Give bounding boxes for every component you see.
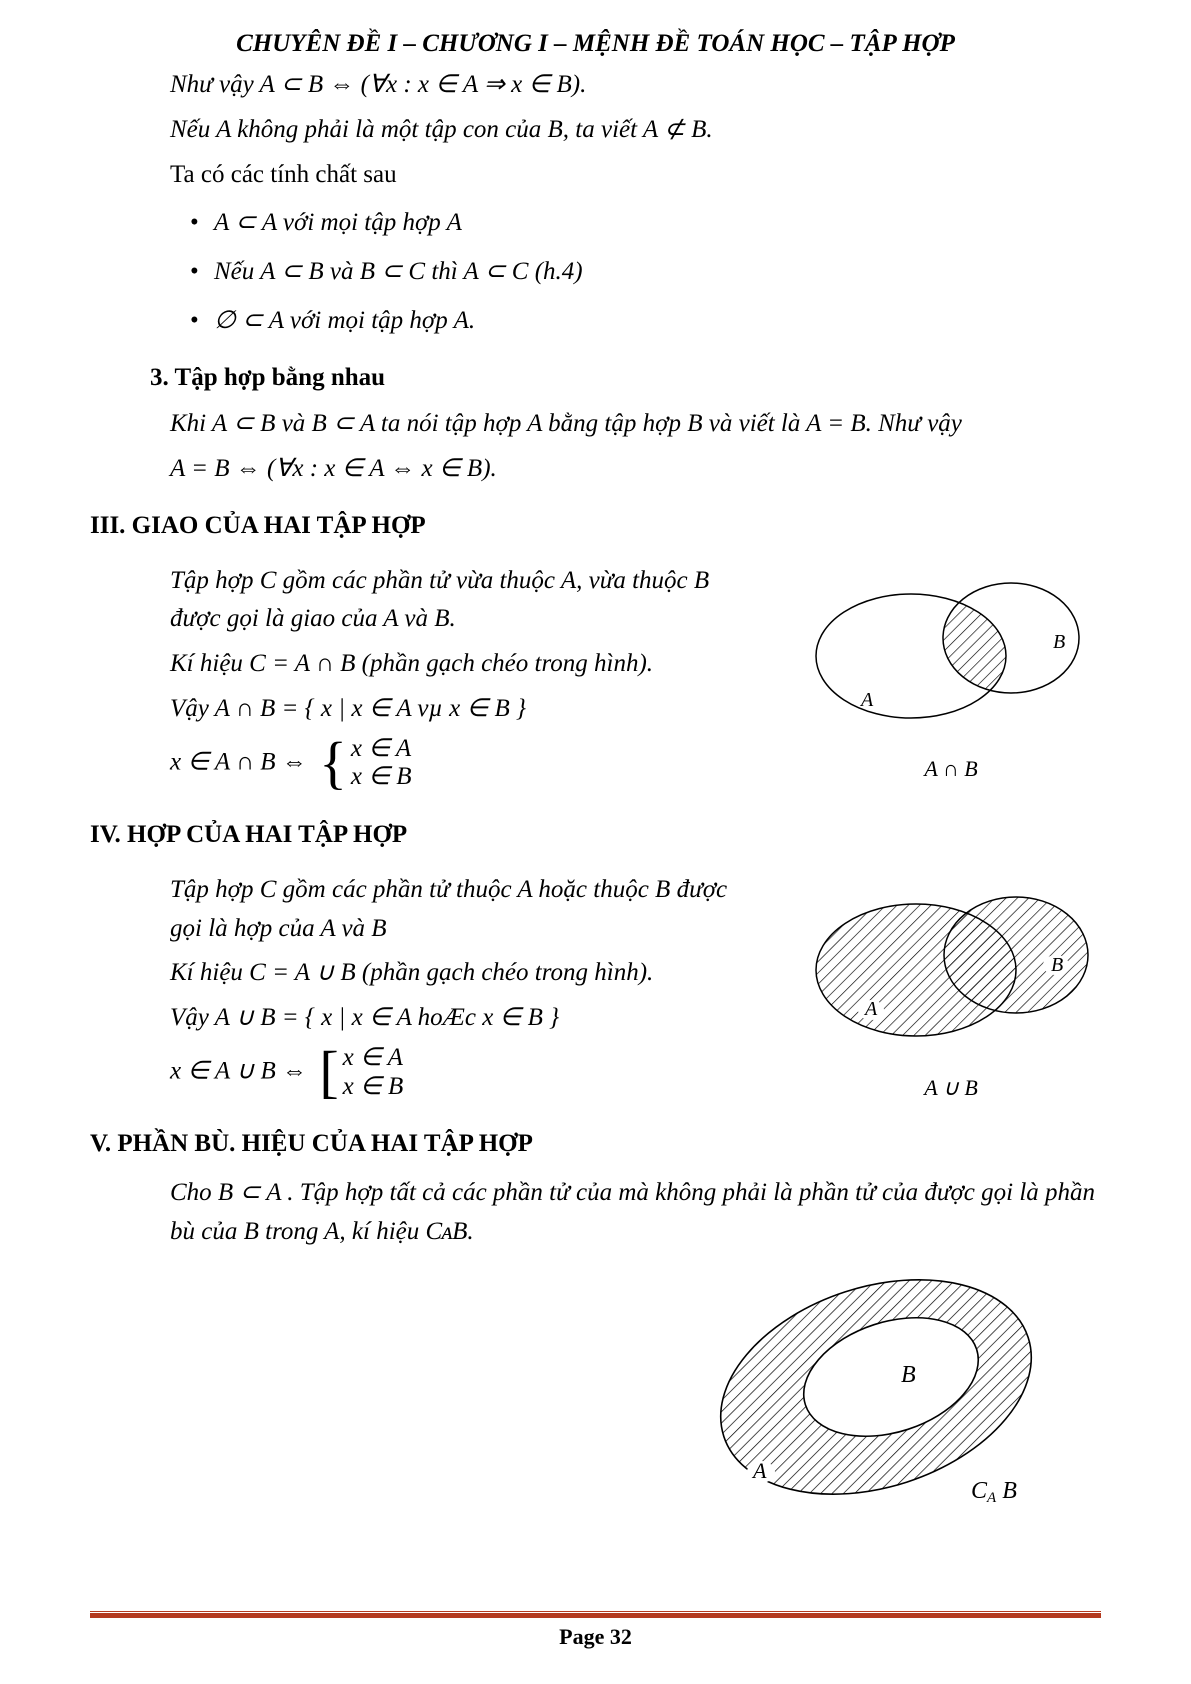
text: Nếu A ⊂ B và B ⊂ C thì A ⊂ C (h.4) — [214, 258, 583, 285]
para-equal-2: A = B ⇔ (∀x : x ∈ A ⇔ x ∈ B). — [170, 450, 1101, 489]
document-body: Như vậy A ⊂ B ⇔ (∀x : x ∈ A ⇒ x ∈ B). Nế… — [90, 66, 1101, 1522]
para-not-subset: Nếu A không phải là một tập con của B, t… — [170, 111, 1101, 150]
para-union-3: Vậy A ∪ B = { x | x ∈ A hoÆc x ∈ B } — [170, 999, 761, 1038]
para-properties-intro: Ta có các tính chất sau — [170, 156, 1101, 195]
lhs: x ∈ A ∩ B ⇔ — [170, 748, 307, 775]
page-header: CHUYÊN ĐỀ I – CHƯƠNG I – MỆNH ĐỀ TOÁN HỌ… — [90, 30, 1101, 58]
para-inter-3: Vậy A ∩ B = { x | x ∈ A vµ x ∈ B } — [170, 690, 761, 729]
label-B: B — [1053, 631, 1065, 653]
line: x ∈ B — [343, 1073, 404, 1102]
label-B: B — [901, 1362, 916, 1388]
text: Kí hiệu C = A ∩ B (phần gạch chéo trong … — [170, 650, 653, 677]
text: ∅ ⊂ A với mọi tập hợp A. — [214, 307, 475, 334]
text: Nếu A không phải là một tập con của B, t… — [170, 116, 713, 143]
list-item: ∅ ⊂ A với mọi tập hợp A. — [190, 302, 1101, 341]
caption-intersection: A ∩ B — [801, 752, 1101, 786]
label-CAB: CA B — [971, 1478, 1017, 1506]
list-item: A ⊂ A với mọi tập hợp A — [190, 204, 1101, 243]
text: Tập hợp C gồm các phần tử thuộc A hoặc t… — [170, 876, 727, 942]
text: Kí hiệu C = A ∪ B (phần gạch chéo trong … — [170, 959, 653, 986]
figure-complement: B A CA B — [701, 1262, 1061, 1522]
footer-page-number: Page 32 — [0, 1624, 1191, 1650]
para-equal-1: Khi A ⊂ B và B ⊂ A ta nói tập hợp A bằng… — [170, 405, 1101, 444]
text: Khi A ⊂ B và B ⊂ A ta nói tập hợp A bằng… — [170, 410, 962, 437]
figure-union: A B A ∪ B — [801, 865, 1101, 1105]
para-union-2: Kí hiệu C = A ∪ B (phần gạch chéo trong … — [170, 954, 761, 993]
heading-intersection: III. GIAO CỦA HAI TẬP HỢP — [90, 507, 1101, 546]
caption-union: A ∪ B — [801, 1071, 1101, 1105]
list-item: Nếu A ⊂ B và B ⊂ C thì A ⊂ C (h.4) — [190, 253, 1101, 292]
text: Tập hợp C gồm các phần tử vừa thuộc A, v… — [170, 567, 709, 633]
heading-union: IV. HỢP CỦA HAI TẬP HỢP — [90, 816, 1101, 855]
para-subset-def: Như vậy A ⊂ B ⇔ (∀x : x ∈ A ⇒ x ∈ B). — [170, 66, 1101, 105]
para-union-4: x ∈ A ∪ B ⇔ [ x ∈ A x ∈ B — [170, 1044, 761, 1102]
para-inter-4: x ∈ A ∩ B ⇔ { x ∈ A x ∈ B — [170, 735, 761, 793]
footer-rule — [90, 1613, 1101, 1618]
para-inter-2: Kí hiệu C = A ∩ B (phần gạch chéo trong … — [170, 645, 761, 684]
heading-complement: V. PHẦN BÙ. HIỆU CỦA HAI TẬP HỢP — [90, 1125, 1101, 1164]
para-inter-1: Tập hợp C gồm các phần tử vừa thuộc A, v… — [170, 562, 761, 640]
square-bracket-icon: [ — [319, 1049, 338, 1095]
label-A: A — [751, 1458, 767, 1483]
line: x ∈ A — [351, 735, 412, 764]
label-A: A — [859, 689, 874, 711]
text: A ⊂ A với mọi tập hợp A — [214, 209, 462, 236]
text: Cho B ⊂ A . Tập hợp tất cả các phần tử c… — [170, 1179, 1095, 1245]
curly-brace-icon: { — [319, 740, 347, 786]
line: x ∈ A — [343, 1044, 404, 1073]
figure-intersection: A B A ∩ B — [801, 556, 1101, 786]
para-complement: Cho B ⊂ A . Tập hợp tất cả các phần tử c… — [170, 1174, 1101, 1252]
heading-equal-sets: 3. Tập hợp bằng nhau — [150, 359, 1101, 398]
label-A: A — [863, 998, 878, 1020]
para-union-1: Tập hợp C gồm các phần tử thuộc A hoặc t… — [170, 871, 761, 949]
lhs: x ∈ A ∪ B ⇔ — [170, 1057, 307, 1084]
properties-list: A ⊂ A với mọi tập hợp A Nếu A ⊂ B và B ⊂… — [190, 204, 1101, 340]
label-B: B — [1051, 954, 1063, 976]
line: x ∈ B — [351, 763, 412, 792]
